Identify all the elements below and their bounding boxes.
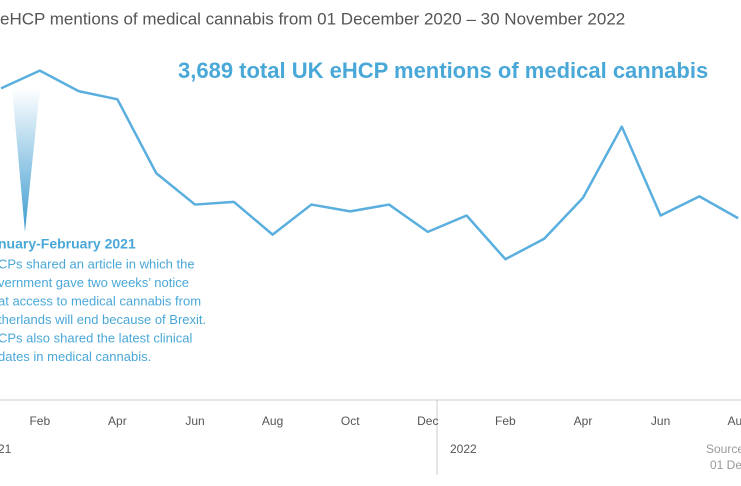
source: 01 Dec xyxy=(710,458,741,472)
x-tick-label: Apr xyxy=(108,414,127,428)
annotation-line: vernment gave two weeks’ notice xyxy=(0,275,189,290)
annotation-line: dates in medical cannabis. xyxy=(0,349,151,364)
annotation-line: CPs also shared the latest clinical xyxy=(0,330,192,345)
annotation-marker xyxy=(12,88,40,232)
annotation-line: at access to medical cannabis from xyxy=(0,293,201,308)
x-tick-label: Apr xyxy=(574,414,593,428)
data-line xyxy=(0,69,739,261)
x-tick-label: Aug xyxy=(728,414,741,428)
annotation-line: CPs shared an article in which the xyxy=(0,256,195,271)
source: Source xyxy=(706,442,741,456)
x-tick-label: Dec xyxy=(417,414,438,428)
x-tick-label: Feb xyxy=(29,414,50,428)
chart-title: eHCP mentions of medical cannabis from 0… xyxy=(0,9,625,28)
x-tick-label: Feb xyxy=(495,414,516,428)
annotation-title: nuary-February 2021 xyxy=(0,236,136,252)
headline: 3,689 total UK eHCP mentions of medical … xyxy=(178,58,708,83)
year-label: 21 xyxy=(0,442,12,456)
annotation-line: therlands will end because of Brexit. xyxy=(0,312,206,327)
x-tick-label: Jun xyxy=(651,414,670,428)
year-label: 2022 xyxy=(450,442,477,456)
x-tick-label: Aug xyxy=(262,414,283,428)
x-tick-label: Jun xyxy=(185,414,204,428)
x-tick-label: Oct xyxy=(341,414,360,428)
